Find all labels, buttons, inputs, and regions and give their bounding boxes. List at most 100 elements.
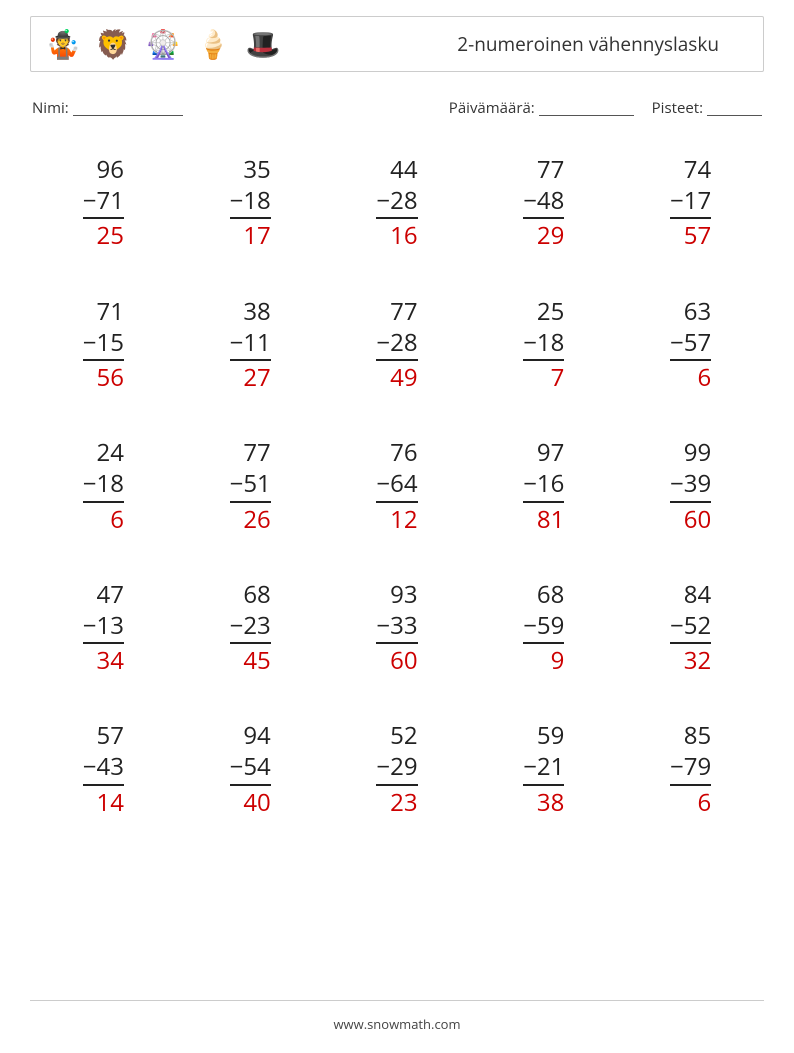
date-blank[interactable] [539,101,634,116]
problem-column: 63−576 [670,296,711,394]
minus-sign: − [230,609,244,642]
minus-sign: − [230,326,244,359]
answer: 6 [670,361,711,393]
minuend: 76 [376,437,417,468]
problem-column: 47−1334 [83,579,124,677]
subtrahend: 11 [243,326,270,359]
minus-sign: − [670,750,684,783]
problem: 99−3960 [617,437,764,535]
answer: 23 [376,786,417,818]
subtrahend: 18 [97,467,124,500]
problem: 76−6412 [324,437,471,535]
minuend: 52 [376,720,417,751]
subtrahend: 21 [537,750,564,783]
subtrahend: 15 [97,326,124,359]
minuend: 99 [670,437,711,468]
subtrahend-line: −21 [523,751,564,785]
problem: 63−576 [617,296,764,394]
footer-text: www.snowmath.com [333,1015,460,1033]
minuend: 44 [376,154,417,185]
problem: 74−1757 [617,154,764,252]
minus-sign: − [376,467,390,500]
subtrahend: 48 [537,184,564,217]
problem-column: 71−1556 [83,296,124,394]
score-blank[interactable] [707,101,762,116]
name-blank[interactable] [73,101,183,116]
subtrahend: 17 [684,184,711,217]
subtrahend: 59 [537,609,564,642]
minus-sign: − [670,184,684,217]
answer: 29 [523,219,564,251]
subtrahend-line: −57 [670,327,711,361]
score-label: Pisteet: [652,98,703,118]
problem-grid: 96−712535−181744−281677−482974−175771−15… [30,154,764,818]
problem-column: 93−3360 [376,579,417,677]
juggling-icon: 🤹 [45,26,81,62]
answer: 7 [523,361,564,393]
minuend: 94 [230,720,271,751]
ferris-wheel-icon: 🎡 [145,26,181,62]
minus-sign: − [83,326,97,359]
subtrahend-line: −39 [670,468,711,502]
minus-sign: − [376,750,390,783]
subtrahend: 28 [390,184,417,217]
subtrahend-line: −71 [83,185,124,219]
answer: 57 [670,219,711,251]
minuend: 77 [376,296,417,327]
minuend: 85 [670,720,711,751]
subtrahend: 13 [97,609,124,642]
subtrahend-line: −28 [376,327,417,361]
subtrahend: 18 [537,326,564,359]
minuend: 96 [83,154,124,185]
meta-name: Nimi: [32,98,183,118]
problem-column: 44−2816 [376,154,417,252]
minus-sign: − [523,467,537,500]
problem-column: 77−4829 [523,154,564,252]
minus-sign: − [83,184,97,217]
problem-column: 74−1757 [670,154,711,252]
problem-column: 35−1817 [230,154,271,252]
subtrahend: 23 [243,609,270,642]
worksheet-title: 2-numeroinen vähennyslasku [457,31,749,57]
subtrahend-line: −33 [376,610,417,644]
minuend: 63 [670,296,711,327]
subtrahend: 28 [390,326,417,359]
subtrahend: 29 [390,750,417,783]
answer: 25 [83,219,124,251]
problem-column: 68−2345 [230,579,271,677]
minuend: 97 [523,437,564,468]
problem: 77−5126 [177,437,324,535]
answer: 32 [670,644,711,676]
subtrahend: 18 [243,184,270,217]
subtrahend: 16 [537,467,564,500]
minus-sign: − [83,750,97,783]
footer-divider [30,1000,764,1001]
subtrahend-line: −59 [523,610,564,644]
subtrahend: 51 [243,467,270,500]
problem: 57−4314 [30,720,177,818]
answer: 60 [670,503,711,535]
subtrahend-line: −11 [230,327,271,361]
minuend: 24 [83,437,124,468]
answer: 45 [230,644,271,676]
minuend: 74 [670,154,711,185]
answer: 16 [376,219,417,251]
minus-sign: − [523,326,537,359]
problem: 71−1556 [30,296,177,394]
date-label: Päivämäärä: [449,98,535,118]
problem: 44−2816 [324,154,471,252]
problem-column: 76−6412 [376,437,417,535]
answer: 27 [230,361,271,393]
lion-icon: 🦁 [95,26,131,62]
problem: 77−2849 [324,296,471,394]
subtrahend: 64 [390,467,417,500]
answer: 56 [83,361,124,393]
problem-column: 97−1681 [523,437,564,535]
subtrahend-line: −23 [230,610,271,644]
subtrahend: 39 [684,467,711,500]
subtrahend-line: −18 [83,468,124,502]
answer: 40 [230,786,271,818]
name-label: Nimi: [32,98,69,118]
minuend: 47 [83,579,124,610]
subtrahend-line: −51 [230,468,271,502]
